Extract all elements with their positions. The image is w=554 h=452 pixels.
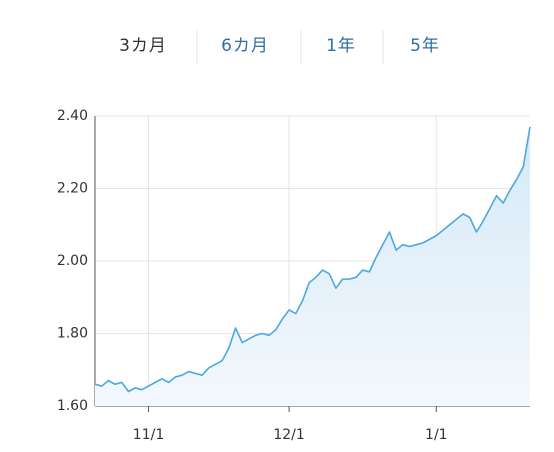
tab[interactable]: 1年: [326, 36, 356, 56]
y-tick-label: 2.00: [57, 253, 88, 269]
area: [95, 126, 530, 406]
tab[interactable]: 5年: [410, 36, 440, 56]
line: [94, 126, 531, 393]
tab[interactable]: 6カ月: [221, 36, 269, 56]
x-tick-label: 11/1: [133, 427, 164, 443]
y-tick-label: 2.40: [57, 108, 88, 124]
y-tick-label: 1.60: [57, 398, 88, 414]
y-tick-label: 1.80: [57, 326, 88, 342]
tab-bar: 3カ月 6カ月 1年 5年: [119, 30, 440, 64]
x-tick-label: 12/1: [273, 427, 304, 443]
x-tick-label: 1/1: [425, 427, 448, 443]
tab[interactable]: 3カ月: [119, 36, 167, 56]
y-tick-label: 2.20: [57, 181, 88, 197]
